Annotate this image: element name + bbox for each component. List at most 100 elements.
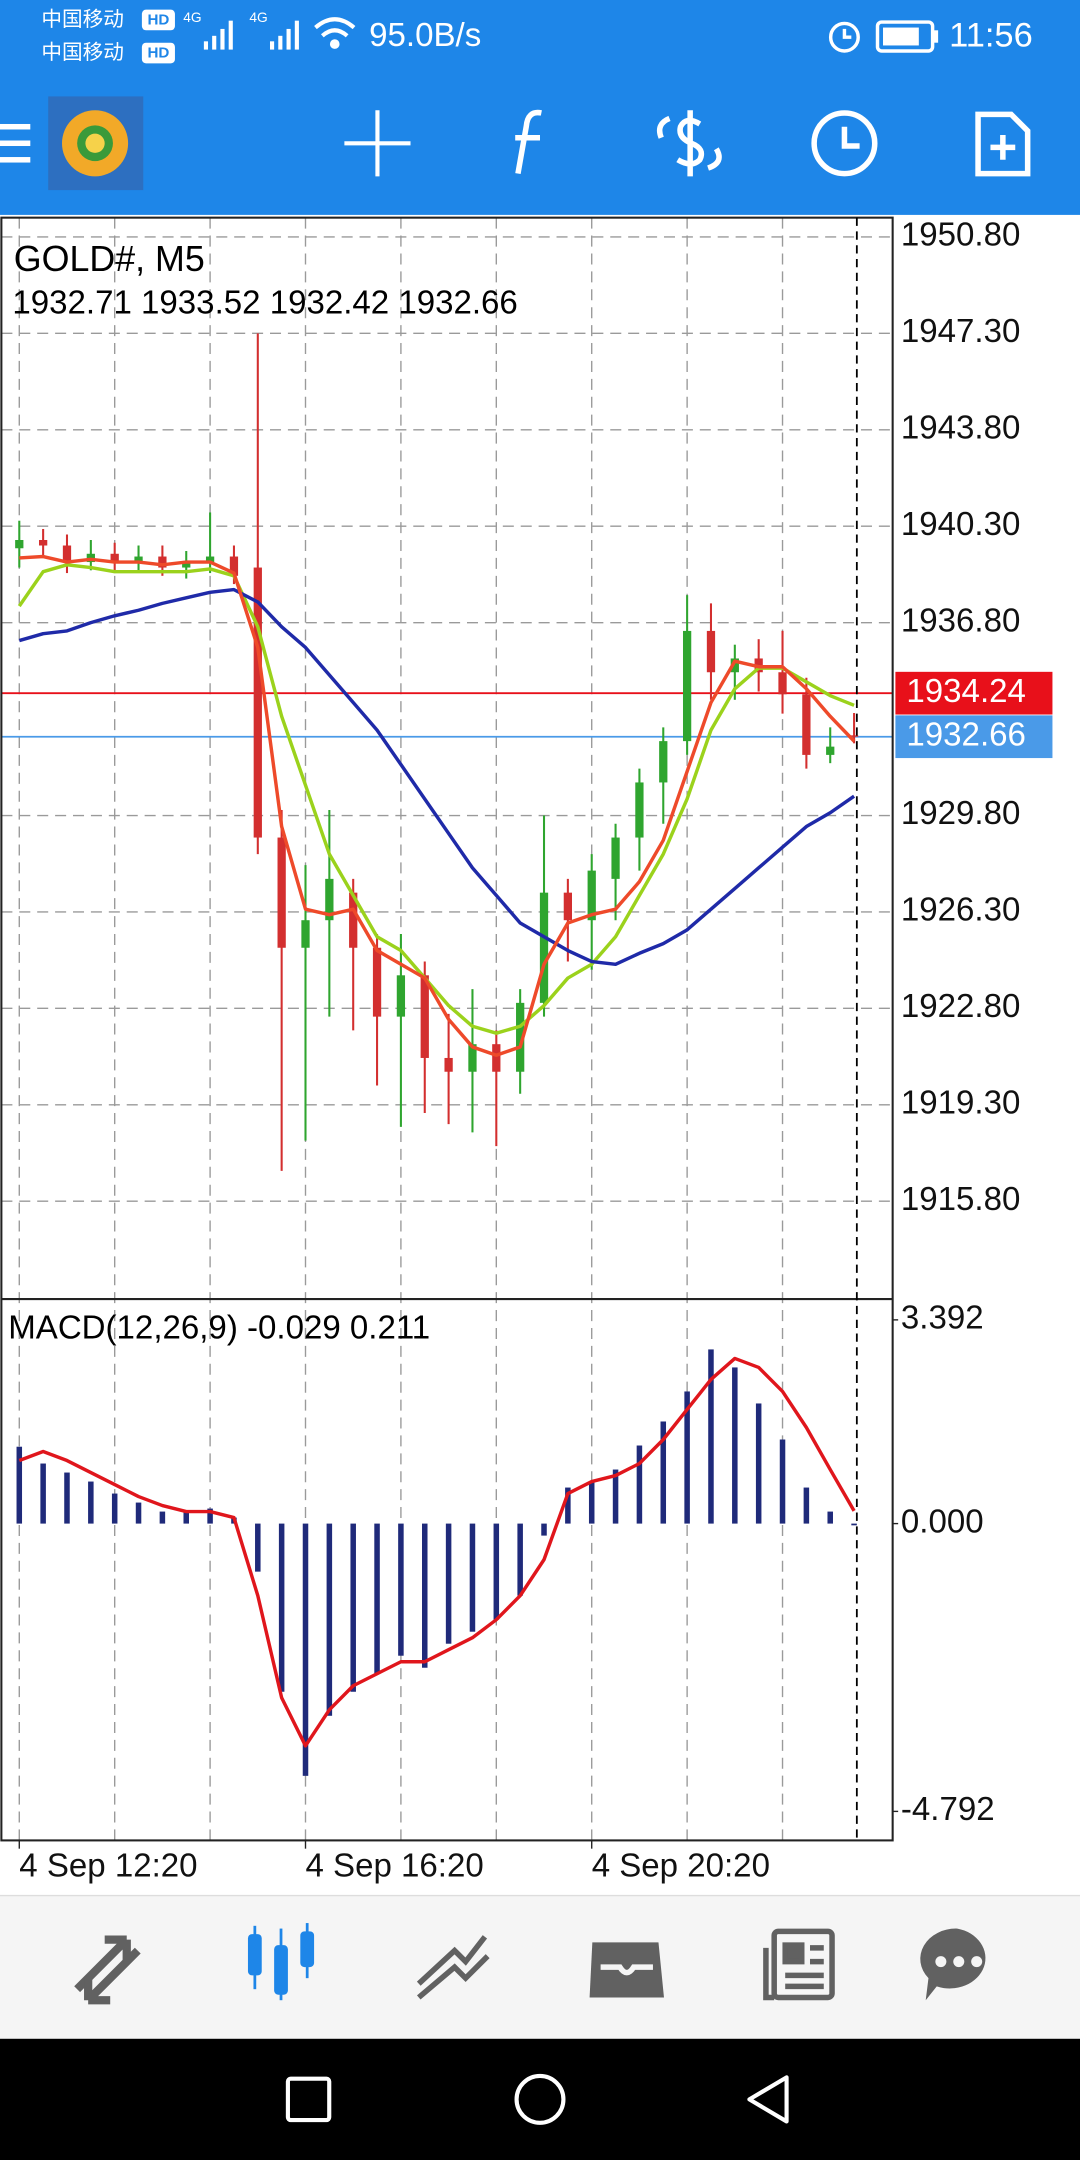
macd-bar (159, 1511, 166, 1524)
network: 4G (249, 10, 267, 25)
macd-bar (708, 1349, 714, 1524)
crosshair-button[interactable] (344, 110, 411, 177)
macd-bar (493, 1523, 500, 1620)
moving-average (17, 563, 855, 1035)
x-tick-label: 4 Sep 12:20 (19, 1848, 197, 1885)
macd-bar (302, 1523, 309, 1776)
candle-body (563, 892, 572, 921)
ohlc-readout: 1932.71 1933.52 1932.42 1932.66 (12, 284, 517, 321)
macd-bar (779, 1439, 786, 1524)
macd-value: -0.029 (247, 1309, 341, 1346)
clock: 11:56 (949, 16, 1033, 54)
price-tag-label: 1934.24 (906, 673, 1025, 710)
macd-bar (636, 1445, 643, 1524)
candle-body (325, 878, 334, 921)
low: 1932.42 (270, 284, 389, 321)
net-speed: 95.0B/s (369, 17, 481, 54)
price-tag (895, 671, 1053, 715)
chart: 1950.80 1947.30 1943.80 1940.30 1936.80 1929.… (1, 217, 1053, 1885)
macd-bar (255, 1523, 261, 1572)
period-button[interactable] (811, 110, 878, 177)
chart-tab[interactable] (247, 1923, 315, 2001)
history-tab[interactable] (589, 1942, 664, 1998)
candle-body (444, 1057, 453, 1072)
macd-bar (827, 1511, 833, 1524)
candle-body (396, 975, 406, 1017)
system-nav (0, 2038, 1080, 2160)
candle-body (158, 556, 167, 568)
y-tick-label: 1936.80 (901, 602, 1020, 639)
signal-icon (203, 20, 233, 50)
candle-body (611, 837, 620, 879)
new-order-button[interactable] (975, 111, 1031, 177)
macd-bar (40, 1463, 46, 1524)
carrier: 中国移动 (41, 8, 124, 31)
macd-bar (517, 1523, 523, 1596)
candle-body (349, 892, 358, 948)
macd-bar (732, 1367, 738, 1524)
macd-bar (612, 1469, 619, 1524)
candle-body (826, 746, 835, 755)
network: 4G (183, 10, 201, 25)
candle-body (682, 630, 692, 742)
wifi-icon (314, 17, 356, 49)
y-tick-label: 1915.80 (901, 1181, 1020, 1218)
macd-bar (88, 1481, 94, 1524)
candle-body (110, 553, 119, 563)
home-button[interactable] (514, 2073, 566, 2125)
y-tick-label: 1940.30 (901, 506, 1020, 543)
candle-body (635, 782, 644, 838)
trade-button[interactable] (656, 110, 722, 177)
badge-bg (141, 9, 175, 31)
close: 1932.66 (398, 284, 517, 321)
x-tick-label: 4 Sep 16:20 (306, 1848, 484, 1885)
macd-bar (350, 1523, 356, 1692)
macd-bar (183, 1511, 189, 1524)
candle-body (849, 735, 859, 737)
price-tag (895, 715, 1053, 759)
chat-tab[interactable] (920, 1928, 986, 2001)
y-tick-label: 0.000 (901, 1503, 984, 1540)
signal-line (18, 1356, 856, 1748)
candle-body (253, 567, 262, 838)
bottom-nav (0, 1895, 1080, 2039)
quotes-tab[interactable] (74, 1935, 141, 2005)
back-button[interactable] (747, 2075, 789, 2124)
candle-body (492, 1044, 501, 1072)
macd-bar (64, 1472, 70, 1524)
y-tick-label: 1919.30 (901, 1085, 1020, 1122)
macd-bar (803, 1487, 810, 1524)
price-tag-label: 1932.66 (906, 716, 1025, 753)
recents-button[interactable] (285, 2076, 332, 2123)
macd-bar (398, 1523, 404, 1656)
badge-bg (141, 42, 175, 64)
macd-bar (278, 1523, 285, 1692)
candle-body (205, 556, 215, 563)
trade-tab[interactable] (416, 1935, 490, 2000)
candle-body (15, 540, 24, 549)
menu-button[interactable] (0, 123, 31, 163)
chart-frame (0, 216, 894, 1842)
candle-body (778, 672, 787, 695)
candle-body (516, 1002, 525, 1072)
y-tick-label: 1943.80 (901, 410, 1020, 447)
y-tick-label: 3.392 (901, 1300, 984, 1337)
y-tick-label: 1922.80 (901, 988, 1020, 1025)
indicators-button[interactable] (515, 109, 542, 175)
macd-bar (565, 1487, 571, 1524)
macd-bar (326, 1523, 333, 1716)
candle-body (730, 658, 739, 673)
badge: HD (147, 45, 169, 62)
battery-icon (875, 20, 939, 53)
candle-body (301, 920, 310, 948)
signal-icon (270, 20, 299, 50)
macd-bar (374, 1523, 380, 1674)
candle-body (134, 556, 143, 563)
macd-title: MACD(12,26,9) (8, 1309, 238, 1346)
news-tab[interactable] (763, 1928, 835, 2001)
candle-body (229, 556, 239, 576)
badge: HD (147, 12, 169, 29)
app-logo[interactable] (48, 96, 144, 191)
macd-bar (755, 1403, 762, 1524)
